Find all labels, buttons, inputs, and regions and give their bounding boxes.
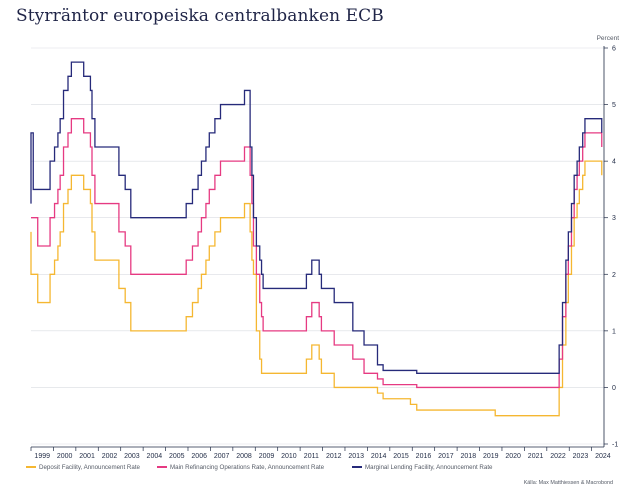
legend-label-main-refinancing: Main Refinancing Operations Rate, Announ…	[170, 464, 325, 471]
legend: Deposit Facility, Announcement Rate Main…	[0, 464, 641, 478]
chart-title: Styrräntor europeiska centralbanken ECB	[16, 6, 384, 26]
legend-swatch-marginal-lending	[352, 466, 362, 469]
x-tick-label: 2003	[124, 453, 140, 460]
x-tick-label: 2017	[438, 453, 454, 460]
y-tick-label: 5	[612, 102, 616, 109]
source-note: Källa: Max Matthiessen & Macrobond	[523, 480, 613, 486]
legend-swatch-main-refinancing	[157, 466, 167, 469]
x-tick-label: 2024	[595, 453, 611, 460]
x-tick-label: 2010	[281, 453, 297, 460]
x-tick-label: 2012	[326, 453, 342, 460]
x-tick-label: 2004	[147, 453, 163, 460]
y-tick-label: 4	[612, 159, 616, 166]
x-tick-label: 2018	[461, 453, 477, 460]
series-line-2	[30, 61, 603, 374]
x-tick-label: 2007	[214, 453, 230, 460]
x-tick-label: 2014	[371, 453, 387, 460]
x-tick-label: 2005	[169, 453, 185, 460]
legend-item-deposit: Deposit Facility, Announcement Rate	[26, 464, 140, 471]
series-lines	[30, 61, 603, 417]
y-tick-label: 6	[612, 46, 616, 53]
x-tick-label: 2000	[57, 453, 73, 460]
x-tick-label: 2019	[483, 453, 499, 460]
series-line-1	[31, 118, 603, 389]
x-tick-label: 2016	[416, 453, 432, 460]
legend-label-deposit: Deposit Facility, Announcement Rate	[39, 464, 140, 471]
legend-label-marginal-lending: Marginal Lending Facility, Announcement …	[365, 464, 493, 471]
x-tick-label: 2001	[79, 453, 95, 460]
x-tick-label: 2011	[304, 453, 319, 460]
y-tick-label: 0	[612, 385, 616, 392]
legend-swatch-deposit	[26, 466, 36, 469]
grid-lines	[31, 47, 604, 445]
x-tick-label: 2013	[348, 453, 364, 460]
y-tick-label: 2	[612, 272, 616, 279]
y-tick-label: 3	[612, 215, 616, 222]
y-tick-label: 1	[612, 328, 616, 335]
legend-item-main-refinancing: Main Refinancing Operations Rate, Announ…	[157, 464, 324, 471]
x-tick-label: 2021	[528, 453, 544, 460]
series-line-0	[30, 160, 603, 417]
x-tick-label: 2009	[259, 453, 275, 460]
x-tick-label: 2020	[505, 453, 521, 460]
x-tick-label: 2023	[573, 453, 589, 460]
x-tick-label: 2015	[393, 453, 409, 460]
x-tick-label: 2006	[191, 453, 207, 460]
x-tick-label: 1999	[34, 453, 50, 460]
x-tick-label: 2022	[550, 453, 566, 460]
legend-item-marginal-lending: Marginal Lending Facility, Announcement …	[352, 464, 493, 471]
y-axis-unit-label: Percent	[597, 35, 620, 42]
y-tick-label: -1	[612, 442, 618, 449]
x-tick-label: 2002	[102, 453, 118, 460]
axes: -1 0 1 2 3 4 5 6 Percent 1999 2000 2001 2002 2003 2004…	[30, 35, 620, 460]
x-tick-label: 2008	[236, 453, 252, 460]
